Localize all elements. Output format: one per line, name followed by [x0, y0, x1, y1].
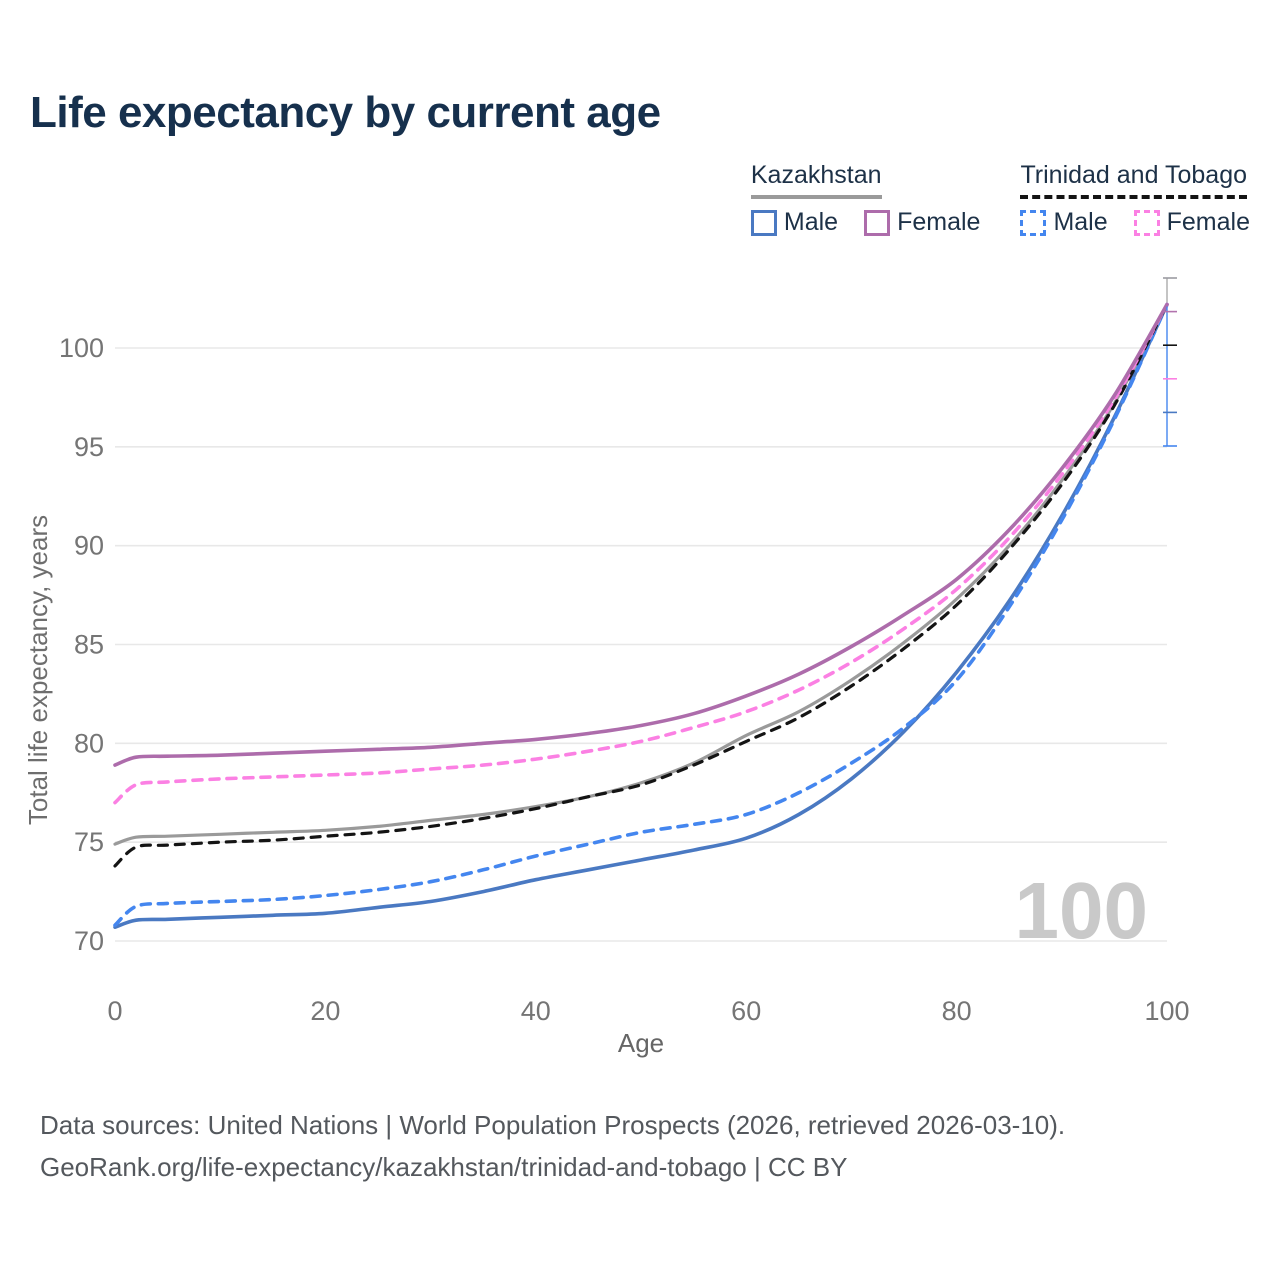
legend-item-trinidad-male[interactable]: Male [1020, 208, 1108, 237]
trinidad-male-swatch-icon [1020, 209, 1047, 236]
x-tick-label-20: 20 [310, 996, 340, 1026]
legend-row-kazakhstan: Male Female [750, 208, 980, 237]
legend-group-trinidad-and-tobago: Trinidad and Tobago Male Female [1020, 161, 1250, 237]
age-counter-watermark: 100 [1015, 866, 1148, 955]
page-title: Life expectancy by current age [30, 88, 661, 137]
y-tick-label-80: 80 [74, 728, 104, 758]
x-tick-label-40: 40 [521, 996, 551, 1026]
legend-item-trinidad-female[interactable]: Female [1133, 208, 1250, 237]
y-tick-label-70: 70 [74, 926, 104, 956]
y-axis-title: Total life expectancy, years [23, 515, 53, 825]
legend-title-kazakhstan[interactable]: Kazakhstan [750, 161, 882, 199]
y-tick-label-90: 90 [74, 531, 104, 561]
legend-label: Male [1053, 208, 1108, 236]
x-axis-title: Age [618, 1028, 664, 1058]
x-tick-label-0: 0 [107, 996, 122, 1026]
y-tick-label-75: 75 [74, 827, 104, 857]
legend-label: Female [1166, 208, 1250, 236]
legend-item-kazakhstan-female[interactable]: Female [864, 208, 980, 237]
kazakhstan-female-swatch-icon [864, 209, 891, 236]
footer: Data sources: United Nations | World Pop… [40, 1104, 1065, 1188]
trinidad-female-swatch-icon [1133, 209, 1160, 236]
y-tick-label-85: 85 [74, 630, 104, 660]
legend: Kazakhstan Male Female Trinidad and Toba… [750, 161, 1250, 237]
line-kz_male[interactable] [113, 302, 1169, 929]
attribution-line: GeoRank.org/life-expectancy/kazakhstan/t… [40, 1152, 848, 1183]
x-tick-label-100: 100 [1144, 996, 1189, 1026]
y-tick-label-95: 95 [74, 432, 104, 462]
data-sources-line: Data sources: United Nations | World Pop… [40, 1110, 1066, 1140]
kazakhstan-male-swatch-icon [750, 209, 777, 236]
legend-row-trinidad-and-tobago: Male Female [1020, 208, 1250, 237]
line-tt_male[interactable] [113, 302, 1169, 927]
y-tick-label-100: 100 [59, 333, 104, 363]
line-tt_female[interactable] [113, 302, 1169, 805]
line-kz_total[interactable] [113, 302, 1169, 846]
legend-group-kazakhstan: Kazakhstan Male Female [750, 161, 980, 237]
legend-label: Male [783, 208, 839, 236]
line-kz_female[interactable] [113, 302, 1169, 767]
legend-item-kazakhstan-male[interactable]: Male [750, 208, 839, 237]
x-tick-label-60: 60 [731, 996, 761, 1026]
legend-label: Female [897, 208, 981, 236]
x-tick-label-80: 80 [942, 996, 972, 1026]
legend-title-trinidad-and-tobago[interactable]: Trinidad and Tobago [1020, 161, 1247, 199]
